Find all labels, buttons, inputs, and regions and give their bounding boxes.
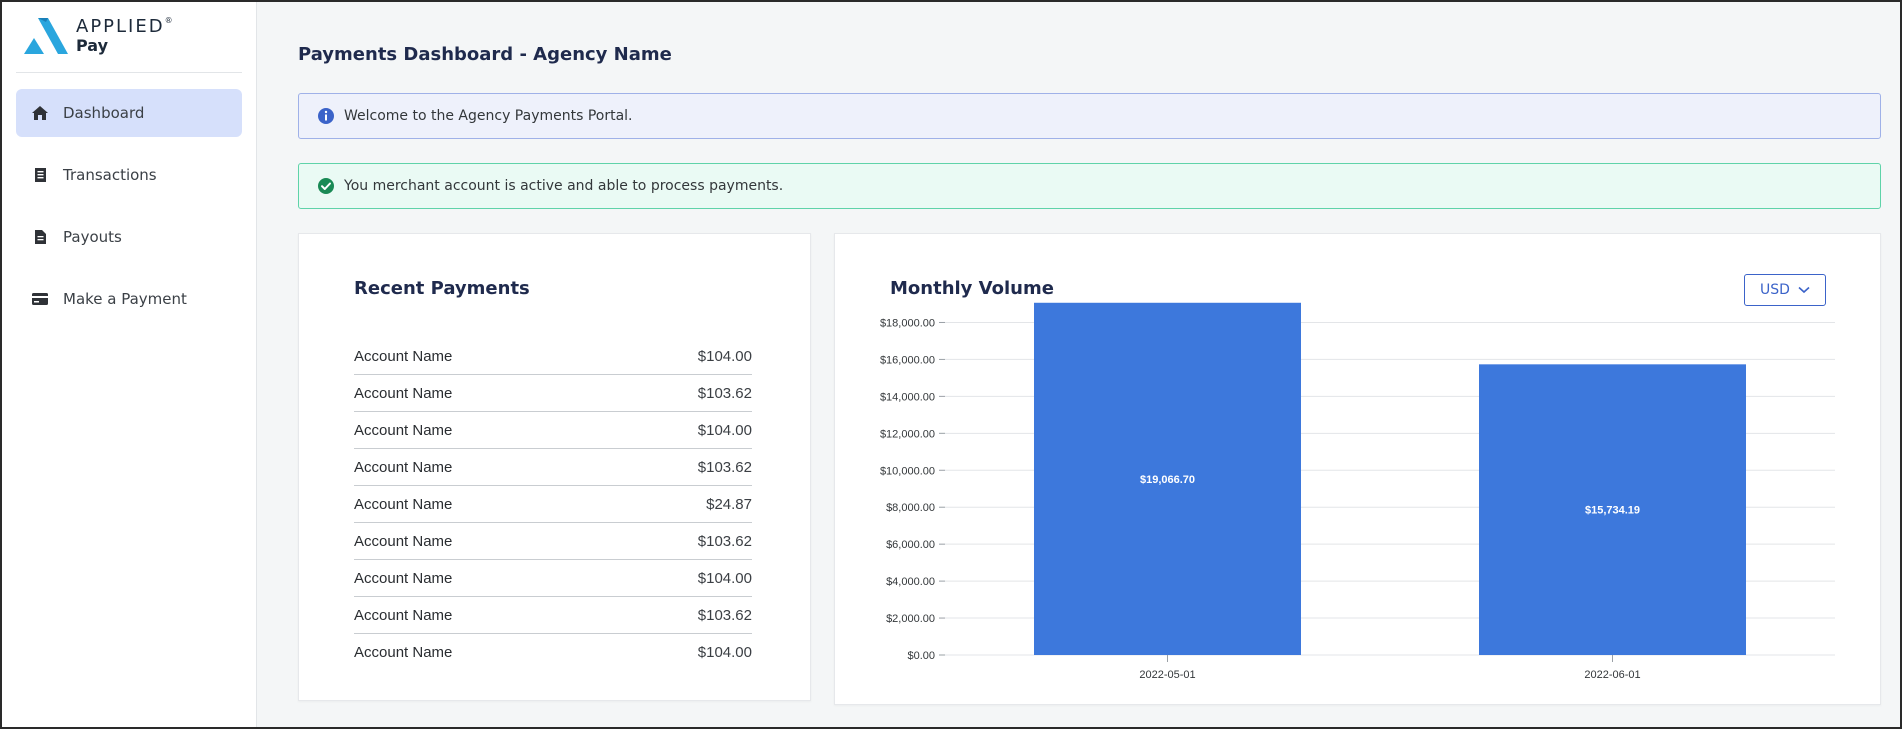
payment-row: Account Name $104.00: [354, 560, 752, 597]
payment-amount: $103.62: [697, 532, 752, 550]
bar-data-label: $19,066.70: [1140, 474, 1195, 486]
applied-logo-mark: [24, 18, 68, 54]
monthly-volume-card: Monthly Volume USD $0.00 $2,000.00 $4,000.…: [834, 233, 1881, 705]
y-tick-label: $18,000.00: [880, 317, 935, 329]
y-tick-label: $14,000.00: [880, 391, 935, 403]
payment-row: Account Name $103.62: [354, 523, 752, 560]
logo-product: Pay: [76, 36, 109, 55]
info-icon: [318, 108, 334, 124]
currency-select[interactable]: USD: [1744, 274, 1826, 306]
payment-row: Account Name $104.00: [354, 634, 752, 671]
check-circle-icon: [318, 178, 334, 194]
sidebar-item-label: Make a Payment: [63, 290, 187, 308]
sidebar-item-label: Transactions: [63, 166, 157, 184]
payment-row: Account Name $103.62: [354, 449, 752, 486]
bar-data-label: $15,734.19: [1585, 505, 1640, 517]
recent-payments-title: Recent Payments: [354, 278, 530, 299]
recent-payments-card: Recent Payments Account Name $104.00 Accou…: [298, 233, 811, 701]
page-title: Payments Dashboard - Agency Name: [298, 44, 672, 65]
bar: [1479, 364, 1746, 655]
x-tick-label: 2022-06-01: [1584, 669, 1640, 681]
home-icon: [30, 103, 50, 123]
payment-account-name: Account Name: [354, 421, 453, 439]
sidebar-item-dashboard[interactable]: Dashboard: [16, 89, 242, 137]
sidebar-divider: [16, 72, 242, 73]
y-tick-label: $4,000.00: [886, 576, 935, 588]
sidebar-item-payouts[interactable]: Payouts: [16, 213, 242, 261]
monthly-volume-chart: $0.00 $2,000.00 $4,000.00 $6,000.00 $8,000.0…: [880, 302, 1835, 681]
recent-payments-list: Account Name $104.00 Account Name $103.62 Ac…: [354, 338, 752, 671]
credit-card-icon: [30, 289, 50, 309]
payment-account-name: Account Name: [354, 606, 453, 624]
info-banner-text: Welcome to the Agency Payments Portal.: [344, 108, 633, 124]
payment-amount: $104.00: [697, 569, 752, 587]
y-tick-label: $2,000.00: [886, 613, 935, 625]
payment-account-name: Account Name: [354, 384, 453, 402]
payment-account-name: Account Name: [354, 569, 453, 587]
y-tick-label: $16,000.00: [880, 354, 935, 366]
payment-account-name: Account Name: [354, 532, 453, 550]
payment-row: Account Name $104.00: [354, 338, 752, 375]
receipt-icon: [30, 165, 50, 185]
success-banner: You merchant account is active and able …: [298, 163, 1881, 209]
payment-row: Account Name $104.00: [354, 412, 752, 449]
payment-amount: $104.00: [697, 644, 752, 661]
bar: [1034, 302, 1301, 655]
logo: APPLIED® Pay: [24, 16, 224, 58]
payment-amount: $103.62: [697, 606, 752, 624]
chevron-down-icon: [1798, 286, 1810, 294]
payment-row: Account Name $103.62: [354, 375, 752, 412]
y-tick-label: $8,000.00: [886, 502, 935, 514]
payment-amount: $104.00: [697, 421, 752, 439]
sidebar-item-label: Dashboard: [63, 104, 145, 122]
payment-amount: $103.62: [697, 384, 752, 402]
currency-value: USD: [1760, 282, 1790, 298]
y-tick-label: $12,000.00: [880, 428, 935, 440]
monthly-volume-title: Monthly Volume: [890, 278, 1054, 299]
y-tick-label: $6,000.00: [886, 539, 935, 551]
sidebar: APPLIED® Pay Dashboard Transactions Payo…: [2, 2, 257, 727]
info-banner: Welcome to the Agency Payments Portal.: [298, 93, 1881, 139]
payment-account-name: Account Name: [354, 458, 453, 476]
success-banner-text: You merchant account is active and able …: [344, 178, 784, 194]
payment-amount: $104.00: [697, 347, 752, 365]
payment-amount: $103.62: [697, 458, 752, 476]
payment-account-name: Account Name: [354, 495, 453, 513]
document-icon: [30, 227, 50, 247]
y-tick-label: $10,000.00: [880, 465, 935, 477]
sidebar-item-transactions[interactable]: Transactions: [16, 151, 242, 199]
payment-row: Account Name $24.87: [354, 486, 752, 523]
x-tick-label: 2022-05-01: [1139, 669, 1195, 681]
payment-account-name: Account Name: [354, 644, 453, 661]
payment-row: Account Name $103.62: [354, 597, 752, 634]
logo-brand: APPLIED®: [76, 16, 173, 37]
payment-amount: $24.87: [706, 495, 752, 513]
sidebar-item-make-a-payment[interactable]: Make a Payment: [16, 275, 242, 323]
y-tick-label: $0.00: [907, 650, 935, 662]
payment-account-name: Account Name: [354, 347, 453, 365]
sidebar-item-label: Payouts: [63, 228, 122, 246]
